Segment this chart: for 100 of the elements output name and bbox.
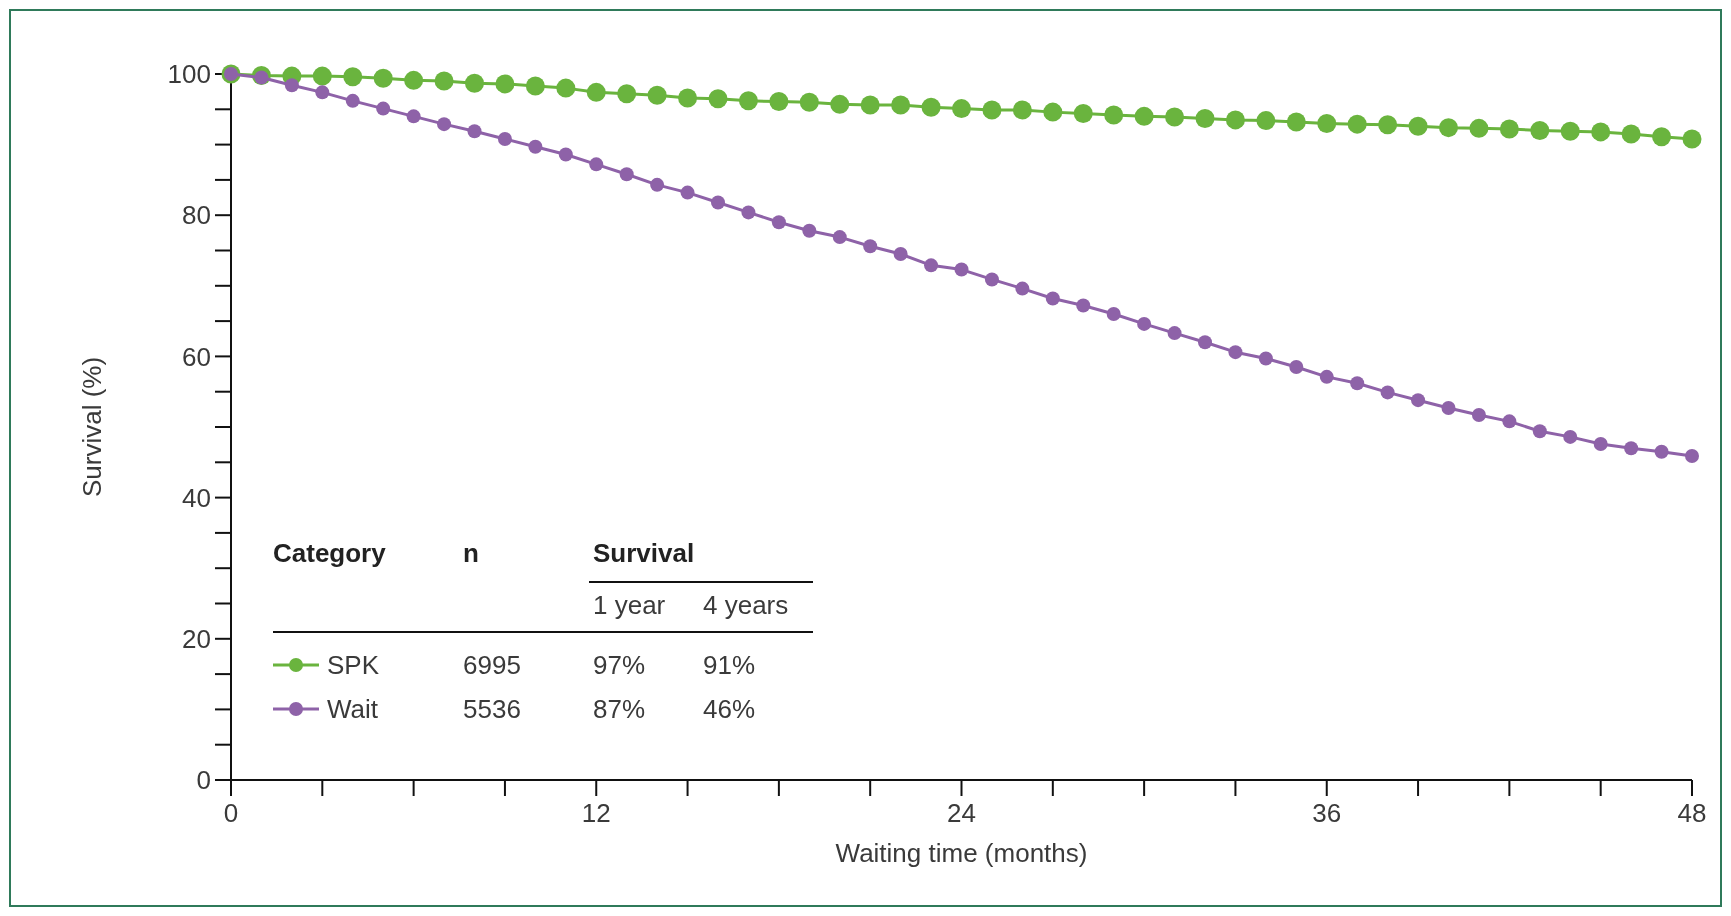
point	[465, 73, 484, 93]
point	[1347, 114, 1367, 134]
point	[1685, 448, 1699, 463]
point	[891, 95, 911, 115]
point	[799, 92, 819, 112]
point	[254, 70, 269, 85]
point	[771, 215, 786, 230]
point	[952, 99, 971, 119]
point	[860, 95, 880, 115]
point	[312, 66, 332, 86]
point	[1073, 104, 1093, 124]
point	[1380, 385, 1395, 400]
y-tick-label: 0	[196, 765, 211, 796]
point	[1408, 116, 1428, 136]
point	[769, 92, 789, 112]
point	[1652, 127, 1672, 147]
point	[1317, 113, 1337, 133]
point	[619, 167, 634, 182]
annotation: Survival	[593, 538, 695, 568]
point	[1167, 326, 1182, 341]
point	[1593, 436, 1608, 451]
point	[1165, 107, 1185, 127]
point	[802, 223, 817, 238]
point	[1258, 351, 1273, 366]
point	[373, 68, 393, 88]
point	[1654, 444, 1669, 459]
x-tick-label: 24	[947, 798, 976, 828]
point	[711, 195, 725, 210]
point	[1530, 120, 1550, 140]
point	[343, 67, 363, 87]
annotation: 87%	[593, 694, 646, 724]
point	[893, 247, 908, 262]
point	[404, 70, 424, 90]
point	[1076, 298, 1091, 313]
point	[1134, 106, 1154, 126]
point	[1439, 118, 1458, 138]
annotation: 4 years	[703, 590, 789, 620]
point	[741, 205, 756, 220]
point	[1502, 414, 1517, 429]
point	[1469, 118, 1489, 138]
point	[345, 93, 360, 108]
point	[376, 101, 391, 116]
point	[982, 100, 1002, 120]
annotation: 46%	[703, 694, 756, 724]
y-tick-label: 40	[182, 482, 211, 513]
point	[1591, 122, 1611, 142]
point	[1137, 316, 1152, 331]
point	[1256, 111, 1276, 131]
legend-title: Category	[273, 538, 387, 568]
point	[1624, 441, 1639, 456]
point	[1228, 345, 1243, 360]
point	[556, 78, 576, 98]
annotation: 97%	[593, 650, 646, 680]
point	[1441, 400, 1456, 415]
point	[830, 94, 850, 114]
annotation: 6995	[463, 650, 521, 680]
point	[1015, 281, 1030, 296]
point	[1043, 102, 1063, 122]
y-tick-label: 60	[182, 341, 211, 372]
point	[437, 117, 452, 132]
y-tick-label: 20	[182, 623, 211, 654]
point	[678, 88, 698, 108]
x-tick-label: 12	[581, 798, 611, 828]
point	[1560, 121, 1580, 141]
annotation: 1 year	[593, 590, 666, 620]
point	[1682, 129, 1702, 149]
annotation: 5536	[463, 694, 521, 724]
x-tick-label: 36	[1312, 798, 1342, 828]
annotation: 91%	[703, 650, 756, 680]
y-tick-label: 80	[182, 200, 211, 231]
x-axis-title: Waiting time (months)	[835, 838, 1088, 868]
point	[1195, 108, 1215, 128]
point	[1104, 105, 1124, 125]
point	[1225, 110, 1245, 130]
legend-label: Wait	[327, 694, 379, 724]
point	[589, 157, 604, 172]
point	[315, 85, 330, 100]
point	[863, 239, 878, 254]
point	[1563, 429, 1578, 444]
point	[738, 91, 758, 111]
point	[1378, 115, 1398, 135]
point	[1106, 307, 1121, 322]
point	[284, 78, 299, 93]
point	[1499, 119, 1519, 139]
point	[558, 147, 573, 162]
point	[1350, 376, 1365, 391]
point	[1286, 112, 1306, 132]
point	[924, 258, 939, 273]
legend-label: SPK	[327, 650, 380, 680]
point	[650, 177, 665, 192]
x-tick-label: 0	[223, 798, 239, 828]
point	[1319, 369, 1334, 384]
point	[647, 85, 667, 105]
point	[1198, 335, 1212, 350]
point	[497, 131, 512, 146]
point	[525, 76, 545, 96]
annotation: n	[463, 538, 479, 568]
point	[406, 109, 421, 124]
point	[586, 82, 606, 102]
point	[1289, 359, 1304, 374]
